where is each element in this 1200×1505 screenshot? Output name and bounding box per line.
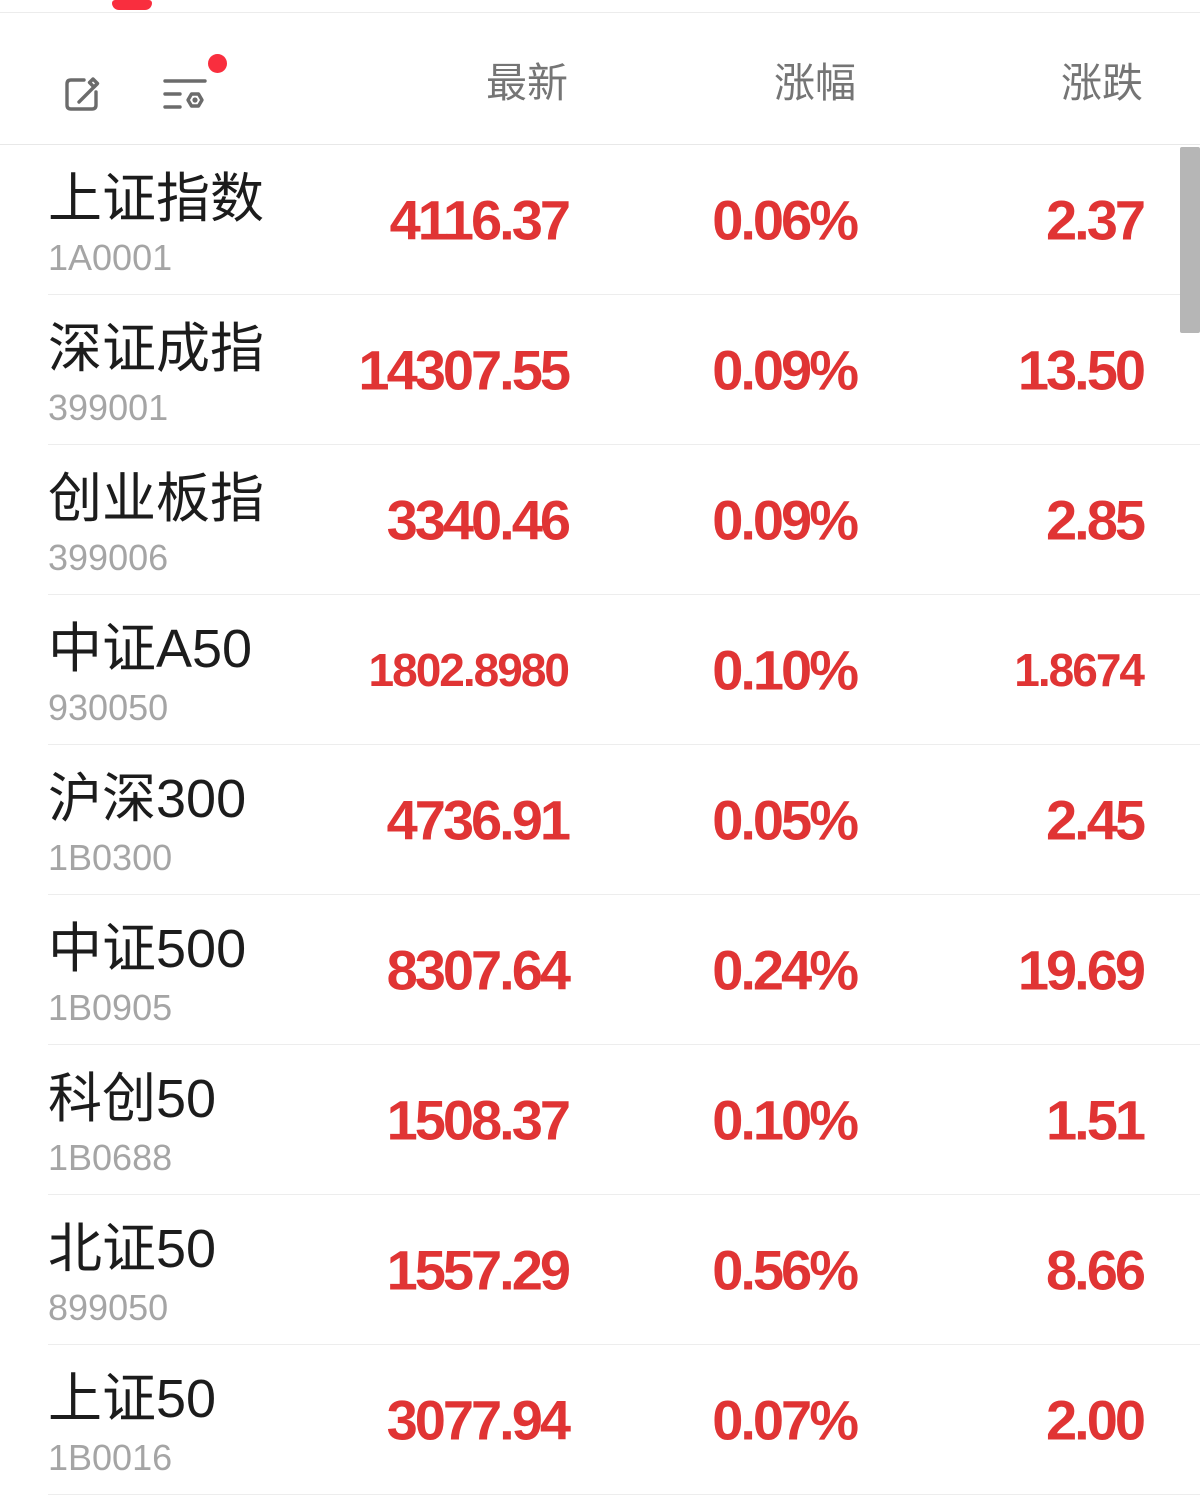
scrollbar-thumb[interactable] xyxy=(1180,147,1200,333)
index-code: 1B0688 xyxy=(48,1137,173,1178)
index-change-amount: 19.69 xyxy=(1017,938,1146,1002)
index-change-amount: 2.37 xyxy=(1046,188,1146,252)
edit-icon xyxy=(57,69,107,119)
index-row[interactable]: 中证500 1B0905 8307.64 0.24% 19.69 xyxy=(0,895,1200,1045)
index-code: 399006 xyxy=(48,537,169,578)
index-change-percent: 0.10% xyxy=(712,638,859,702)
index-change-amount: 2.45 xyxy=(1046,788,1146,852)
index-code: 899050 xyxy=(48,1287,169,1328)
column-header-change[interactable]: 涨跌 xyxy=(1061,59,1143,106)
index-identity: 上证指数 1A0001 xyxy=(48,165,264,281)
index-latest-value: 1508.37 xyxy=(386,1088,571,1152)
index-list: 上证指数 1A0001 4116.37 0.06% 2.37 深证成指 3990… xyxy=(0,145,1200,1495)
index-identity: 中证500 1B0905 xyxy=(48,915,246,1031)
index-latest-value: 1557.29 xyxy=(386,1238,571,1302)
tab-bar-edge xyxy=(0,0,1200,13)
index-change-amount: 2.00 xyxy=(1046,1388,1146,1452)
index-change-percent: 0.10% xyxy=(712,1088,859,1152)
index-name: 中证500 xyxy=(48,919,247,979)
index-latest-value: 4116.37 xyxy=(389,188,571,252)
index-latest-value: 14307.55 xyxy=(358,338,571,402)
filter-settings-icon xyxy=(161,69,211,119)
index-identity: 科创50 1B0688 xyxy=(48,1065,216,1181)
index-row[interactable]: 中证A50 930050 1802.8980 0.10% 1.8674 xyxy=(0,595,1200,745)
edit-watchlist-button[interactable] xyxy=(57,69,107,119)
index-change-percent: 0.24% xyxy=(712,938,859,1002)
index-row[interactable]: 上证指数 1A0001 4116.37 0.06% 2.37 xyxy=(0,145,1200,295)
index-identity: 深证成指 399001 xyxy=(48,315,264,431)
index-latest-value: 8307.64 xyxy=(386,938,571,1002)
index-change-percent: 0.09% xyxy=(712,488,859,552)
index-code: 930050 xyxy=(48,687,169,728)
index-change-percent: 0.56% xyxy=(712,1238,859,1302)
index-code: 399001 xyxy=(48,387,169,428)
index-latest-value: 3077.94 xyxy=(386,1388,571,1452)
index-row[interactable]: 深证成指 399001 14307.55 0.09% 13.50 xyxy=(0,295,1200,445)
index-change-amount: 8.66 xyxy=(1046,1238,1146,1302)
active-tab-indicator xyxy=(112,0,152,10)
index-change-percent: 0.06% xyxy=(712,188,859,252)
index-code: 1B0300 xyxy=(48,837,173,878)
index-row[interactable]: 北证50 899050 1557.29 0.56% 8.66 xyxy=(0,1195,1200,1345)
index-latest-value: 3340.46 xyxy=(386,488,571,552)
index-row[interactable]: 创业板指 399006 3340.46 0.09% 2.85 xyxy=(0,445,1200,595)
index-code: 1B0016 xyxy=(48,1437,173,1478)
index-name: 上证指数 xyxy=(48,169,264,229)
index-change-amount: 1.8674 xyxy=(1014,644,1145,696)
index-row[interactable]: 沪深300 1B0300 4736.91 0.05% 2.45 xyxy=(0,745,1200,895)
index-identity: 上证50 1B0016 xyxy=(48,1365,216,1481)
index-change-percent: 0.05% xyxy=(712,788,859,852)
index-change-percent: 0.09% xyxy=(712,338,859,402)
index-latest-value: 4736.91 xyxy=(386,788,571,852)
index-name: 创业板指 xyxy=(48,469,264,529)
list-header: 最新 涨幅 涨跌 xyxy=(0,13,1200,145)
filter-settings-button[interactable] xyxy=(161,54,227,119)
index-latest-value: 1802.8980 xyxy=(368,644,570,696)
index-change-amount: 2.85 xyxy=(1046,488,1146,552)
index-change-amount: 13.50 xyxy=(1017,338,1146,402)
index-name: 北证50 xyxy=(48,1219,217,1279)
index-code: 1A0001 xyxy=(48,237,173,278)
index-name: 上证50 xyxy=(48,1369,217,1429)
index-identity: 创业板指 399006 xyxy=(48,465,264,581)
index-change-amount: 1.51 xyxy=(1046,1088,1146,1152)
index-identity: 中证A50 930050 xyxy=(48,615,252,731)
index-code: 1B0905 xyxy=(48,987,173,1028)
index-change-percent: 0.07% xyxy=(712,1388,859,1452)
index-row[interactable]: 上证50 1B0016 3077.94 0.07% 2.00 xyxy=(0,1345,1200,1495)
column-header-latest[interactable]: 最新 xyxy=(486,59,568,106)
index-identity: 沪深300 1B0300 xyxy=(48,765,246,881)
index-name: 科创50 xyxy=(48,1069,217,1129)
index-name: 深证成指 xyxy=(48,319,264,379)
notification-dot xyxy=(208,54,227,73)
index-row[interactable]: 科创50 1B0688 1508.37 0.10% 1.51 xyxy=(0,1045,1200,1195)
index-name: 沪深300 xyxy=(48,769,247,829)
index-identity: 北证50 899050 xyxy=(48,1215,216,1331)
column-header-change-percent[interactable]: 涨幅 xyxy=(774,59,856,106)
index-name: 中证A50 xyxy=(48,619,253,679)
